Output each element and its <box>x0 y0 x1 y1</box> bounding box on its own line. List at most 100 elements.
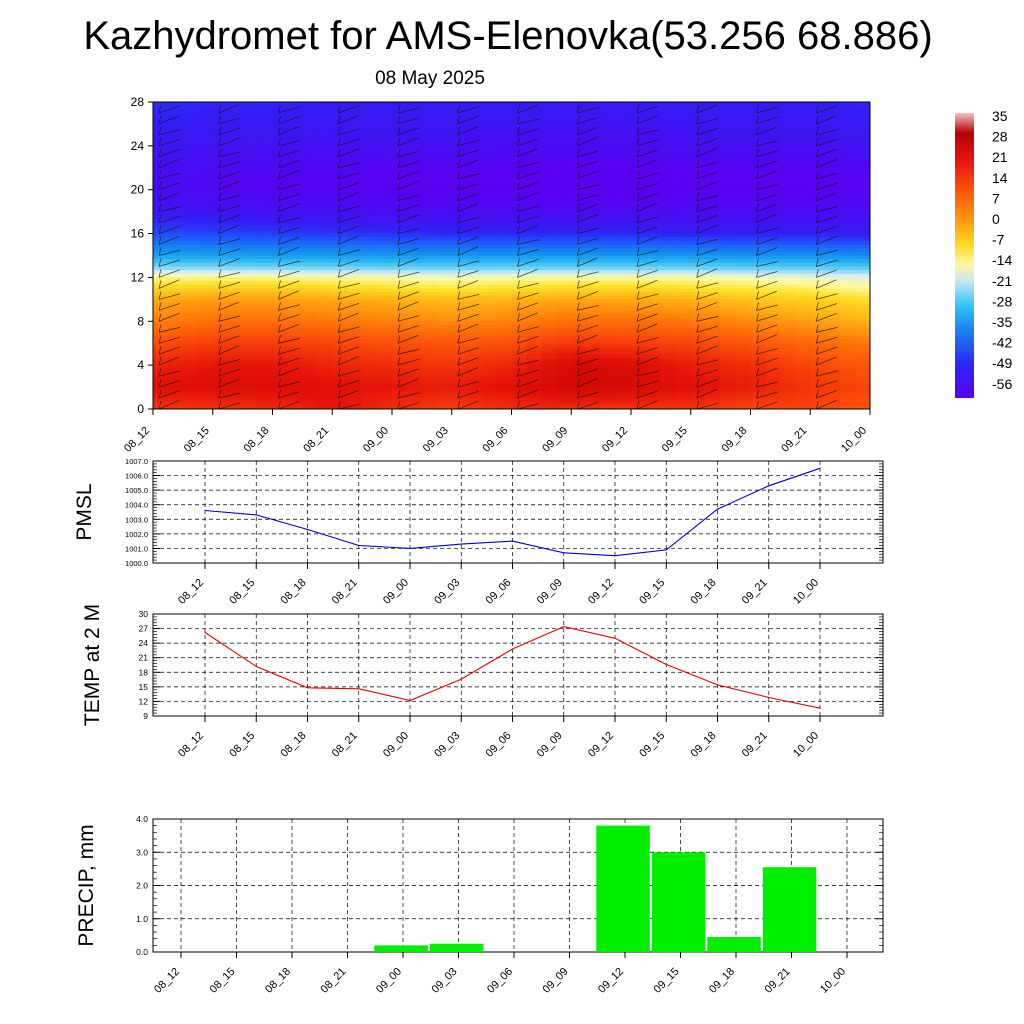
heatmap-cell <box>765 211 781 216</box>
heatmap-cell <box>526 120 542 125</box>
heatmap-cell <box>840 127 856 132</box>
heatmap-cell <box>272 123 289 129</box>
wind-barb-flag <box>457 379 461 388</box>
heatmap-cell <box>362 142 378 147</box>
heatmap-cell <box>825 222 841 227</box>
heatmap-cell <box>332 123 348 129</box>
wind-barb-flag <box>756 115 759 124</box>
wind-barb <box>816 303 838 311</box>
heatmap-cell <box>317 123 333 129</box>
wind-barb <box>876 282 897 288</box>
heatmap-cell <box>377 306 393 311</box>
heatmap-cell <box>347 167 363 173</box>
heatmap-cell <box>466 405 483 409</box>
wind-barb <box>517 138 539 147</box>
heatmap-cell <box>765 200 781 205</box>
heatmap-cell <box>332 160 348 165</box>
heatmap-cell <box>765 292 781 297</box>
heatmap-cell <box>377 368 393 374</box>
heatmap-cell <box>451 127 468 132</box>
heatmap-cell <box>735 244 752 249</box>
heatmap-cell <box>182 295 199 300</box>
wind-barb <box>158 115 180 125</box>
heatmap-cell <box>466 303 483 308</box>
heatmap-cell <box>167 160 184 165</box>
heatmap-cell <box>197 149 214 154</box>
wind-barb-flag <box>517 400 520 409</box>
heatmap-cell <box>825 354 841 359</box>
heatmap-cell <box>840 229 856 235</box>
heatmap-cell <box>287 401 303 406</box>
wind-barb <box>158 158 180 169</box>
heatmap-cell <box>317 357 333 363</box>
heatmap-cell <box>511 134 528 140</box>
heatmap-cell <box>197 350 214 355</box>
wind-barb <box>696 224 718 234</box>
heatmap-cell <box>526 237 542 242</box>
heatmap-cell <box>227 394 244 399</box>
heatmap-cell <box>496 182 513 187</box>
heatmap-cell <box>750 218 767 224</box>
wind-barb <box>756 271 778 278</box>
heatmap-cell <box>287 281 303 286</box>
heatmap-cell <box>750 292 767 297</box>
heatmap-cell <box>705 262 722 268</box>
heatmap-cell <box>466 273 483 279</box>
heatmap-cell <box>511 273 528 279</box>
heatmap-cell <box>660 335 677 341</box>
wind-barb <box>457 357 479 366</box>
heatmap-cell <box>347 350 363 355</box>
heatmap-cell <box>720 328 737 333</box>
heatmap-cell <box>496 262 513 268</box>
heatmap-cell <box>840 156 856 162</box>
wind-barb-flag <box>636 170 640 179</box>
colorbar-label: 35 <box>992 108 1008 124</box>
heatmap-cell <box>481 182 498 187</box>
heatmap-cell <box>153 186 169 191</box>
heatmap-cell <box>720 376 737 381</box>
wind-barb <box>517 128 539 136</box>
heatmap-cell <box>466 160 483 165</box>
heatmap-cell <box>332 240 348 246</box>
heatmap-cell <box>825 171 841 176</box>
heatmap-cell <box>242 112 259 118</box>
heatmap-cell <box>541 317 557 322</box>
heatmap-cell <box>825 266 841 271</box>
heatmap-cell <box>347 153 363 158</box>
heatmap-cell <box>421 339 438 344</box>
heatmap-cell <box>212 379 229 385</box>
wind-barb <box>338 138 360 147</box>
heatmap-cell <box>631 321 647 326</box>
heatmap-cell <box>212 167 229 173</box>
wind-barb-flag <box>337 280 341 289</box>
heatmap-cell <box>167 127 184 132</box>
heatmap-cell <box>631 292 647 297</box>
heatmap-cell <box>436 387 453 392</box>
heatmap-cell <box>556 295 572 300</box>
heatmap-cell <box>153 105 169 110</box>
heatmap-cell <box>182 222 199 227</box>
heatmap-cell <box>332 313 348 319</box>
heatmap-cell <box>167 328 184 333</box>
heatmap-cell <box>675 233 692 238</box>
heatmap-cell <box>451 295 468 300</box>
heatmap-cell <box>690 379 707 385</box>
heatmap-cell <box>227 171 244 176</box>
heatmap-cell <box>182 109 199 114</box>
heatmap-cell <box>795 123 811 129</box>
heatmap-cell <box>616 379 632 385</box>
heatmap-cell <box>302 372 318 377</box>
heatmap-cell <box>645 178 662 183</box>
heatmap-cell <box>616 313 632 319</box>
heatmap-cell <box>795 365 811 370</box>
heatmap-cell <box>377 361 393 366</box>
heatmap-cell <box>182 149 199 154</box>
heatmap-cell <box>571 134 587 140</box>
heatmap-cell <box>765 405 781 409</box>
heatmap-cell <box>660 387 677 392</box>
heatmap-cell <box>616 357 632 363</box>
heatmap-cell <box>840 259 856 264</box>
heatmap-cell <box>675 255 692 260</box>
heatmap-cell <box>855 346 870 352</box>
